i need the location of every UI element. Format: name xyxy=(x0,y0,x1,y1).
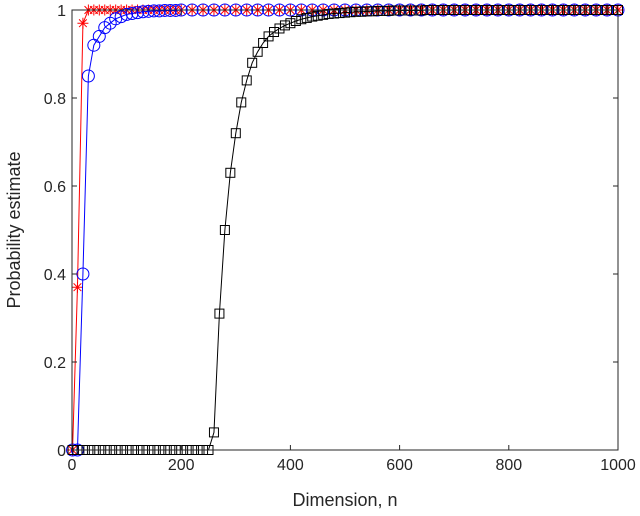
data-point-square xyxy=(285,18,296,29)
data-point-square xyxy=(236,97,247,108)
data-point-square xyxy=(279,20,290,31)
x-tick-label: 0 xyxy=(68,457,77,474)
y-tick-label: 0.4 xyxy=(44,267,66,284)
data-point-square xyxy=(274,23,285,34)
y-tick-label: 0.6 xyxy=(44,179,66,196)
data-point-square xyxy=(214,308,225,319)
series-circle xyxy=(66,3,625,457)
data-point-square xyxy=(247,57,258,68)
x-tick-label: 200 xyxy=(168,457,195,474)
data-point-square xyxy=(367,6,378,17)
data-point-circle xyxy=(152,4,166,18)
data-point-square xyxy=(361,6,372,17)
data-point-circle xyxy=(120,7,134,21)
data-point-square xyxy=(307,11,318,22)
data-point-square xyxy=(225,167,236,178)
data-point-circle xyxy=(125,7,139,21)
y-axis-label: Probability estimate xyxy=(4,151,24,308)
data-point-square xyxy=(252,46,263,57)
x-tick-label: 800 xyxy=(495,457,522,474)
series-square xyxy=(67,5,623,455)
data-point-square xyxy=(290,16,301,26)
data-point-square xyxy=(258,38,269,48)
x-axis-ticks: 0 200 400 600 800 1000 xyxy=(68,10,636,474)
data-point-square xyxy=(345,7,356,18)
series-line-asterisk xyxy=(72,9,618,451)
data-point-circle xyxy=(109,12,123,26)
data-point-square xyxy=(372,5,383,16)
series-asterisk xyxy=(67,4,624,456)
data-point-circle xyxy=(147,4,161,18)
data-point-square xyxy=(312,10,323,21)
x-tick-label: 400 xyxy=(277,457,304,474)
series-line-circle xyxy=(72,9,618,451)
y-tick-label: 0.2 xyxy=(44,355,66,372)
y-tick-label: 1 xyxy=(57,3,66,20)
y-tick-label: 0 xyxy=(57,443,66,460)
y-axis-ticks: 0 0.2 0.4 0.6 0.8 1 xyxy=(44,3,618,460)
series-line-square xyxy=(72,9,618,451)
data-point-circle xyxy=(136,5,150,19)
data-point-square xyxy=(230,128,241,139)
data-point-square xyxy=(269,27,280,37)
data-point-square xyxy=(350,6,361,17)
data-point-square xyxy=(356,6,367,17)
data-point-circle xyxy=(141,4,155,18)
plot-layer xyxy=(66,3,625,457)
data-point-square xyxy=(241,75,252,86)
data-point-circle xyxy=(131,6,145,20)
data-point-square xyxy=(208,427,219,438)
data-point-square xyxy=(378,5,389,16)
x-tick-label: 1000 xyxy=(600,457,636,474)
y-tick-label: 0.8 xyxy=(44,91,66,108)
data-point-square xyxy=(329,8,340,19)
x-axis-label: Dimension, n xyxy=(292,490,397,510)
data-point-square xyxy=(323,8,334,19)
data-point-square xyxy=(383,5,394,16)
data-point-asterisk xyxy=(71,281,83,293)
data-point-square xyxy=(219,225,230,235)
data-point-asterisk xyxy=(77,17,89,29)
data-point-square xyxy=(334,8,345,19)
data-point-square xyxy=(301,12,312,23)
data-point-square xyxy=(296,14,307,25)
data-point-square xyxy=(340,7,350,18)
axes-box xyxy=(71,9,619,451)
x-tick-label: 600 xyxy=(386,457,413,474)
data-point-circle xyxy=(81,69,95,83)
